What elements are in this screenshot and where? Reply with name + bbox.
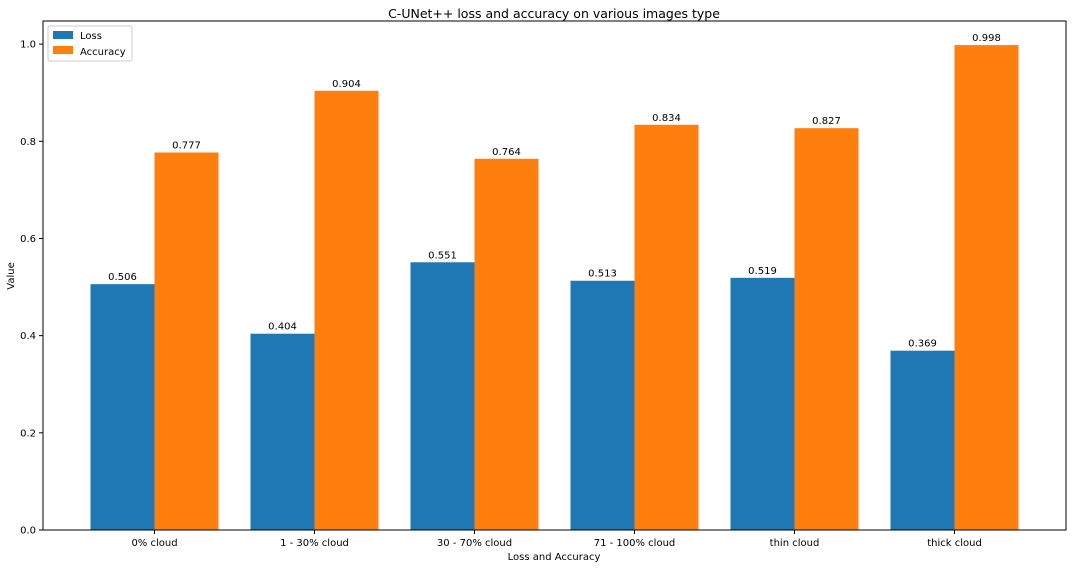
bar-loss-thick-cloud xyxy=(890,350,955,530)
data-label-loss-thick-cloud: 0.369 xyxy=(908,339,937,350)
data-labels-group: 0.506 0.777 0.404 0.904 0.551 0.764 0.513 0.834… xyxy=(108,33,1001,350)
data-label-loss-1-30-cloud: 0.404 xyxy=(268,322,297,333)
plot-frame xyxy=(42,20,1067,531)
bar-accuracy-thin-cloud xyxy=(794,128,859,530)
y-tick-label: 1.0 xyxy=(20,40,36,51)
bar-accuracy-71-100-cloud xyxy=(634,124,699,531)
y-tick-label: 0.2 xyxy=(20,428,36,439)
legend-swatch-loss xyxy=(53,31,73,39)
data-label-loss-thin-cloud: 0.519 xyxy=(748,266,777,277)
x-tick-label: 71 - 100% cloud xyxy=(594,538,676,549)
x-tick-label: 0% cloud xyxy=(131,538,177,549)
data-label-accuracy-0-cloud: 0.777 xyxy=(172,140,201,151)
bar-loss-1-30-cloud xyxy=(250,333,315,530)
legend: Loss Accuracy xyxy=(47,25,133,62)
bar-loss-71-100-cloud xyxy=(570,280,635,530)
bar-loss-thin-cloud xyxy=(730,277,795,530)
legend-label-accuracy: Accuracy xyxy=(80,47,126,58)
x-tick-label: thin cloud xyxy=(770,538,820,549)
x-tick-label: 1 - 30% cloud xyxy=(280,538,349,549)
y-axis-label: Value xyxy=(6,262,17,289)
data-label-loss-30-70-cloud: 0.551 xyxy=(428,250,457,261)
data-label-accuracy-71-100-cloud: 0.834 xyxy=(652,113,681,124)
data-label-loss-0-cloud: 0.506 xyxy=(108,272,137,283)
bar-accuracy-0-cloud xyxy=(154,152,219,530)
bar-loss-0-cloud xyxy=(90,284,155,530)
y-tick-label: 0.8 xyxy=(20,137,36,148)
y-ticks-group: 0.0 0.2 0.4 0.6 0.8 1.0 xyxy=(20,40,43,537)
x-axis-label: Loss and Accuracy xyxy=(508,552,601,563)
x-tick-label: 30 - 70% cloud xyxy=(437,538,512,549)
bar-loss-30-70-cloud xyxy=(410,262,475,530)
y-tick-label: 0.6 xyxy=(20,234,36,245)
legend-label-loss: Loss xyxy=(80,31,102,42)
data-label-accuracy-thin-cloud: 0.827 xyxy=(812,116,841,127)
bar-accuracy-1-30-cloud xyxy=(314,90,379,530)
data-label-accuracy-thick-cloud: 0.998 xyxy=(972,33,1001,44)
y-tick-label: 0.4 xyxy=(20,331,36,342)
bars-group xyxy=(90,45,1019,531)
bar-accuracy-30-70-cloud xyxy=(474,158,539,530)
data-label-loss-71-100-cloud: 0.513 xyxy=(588,269,617,280)
legend-swatch-accuracy xyxy=(53,46,73,54)
bar-accuracy-thick-cloud xyxy=(954,45,1019,530)
chart-title: C-UNet++ loss and accuracy on various im… xyxy=(388,6,720,21)
y-tick-label: 0.0 xyxy=(20,526,36,537)
data-label-accuracy-1-30-cloud: 0.904 xyxy=(332,79,361,90)
data-label-accuracy-30-70-cloud: 0.764 xyxy=(492,147,521,158)
x-ticks-group: 0% cloud 1 - 30% cloud 30 - 70% cloud 71 - … xyxy=(131,530,982,549)
x-tick-label: thick cloud xyxy=(927,538,982,549)
